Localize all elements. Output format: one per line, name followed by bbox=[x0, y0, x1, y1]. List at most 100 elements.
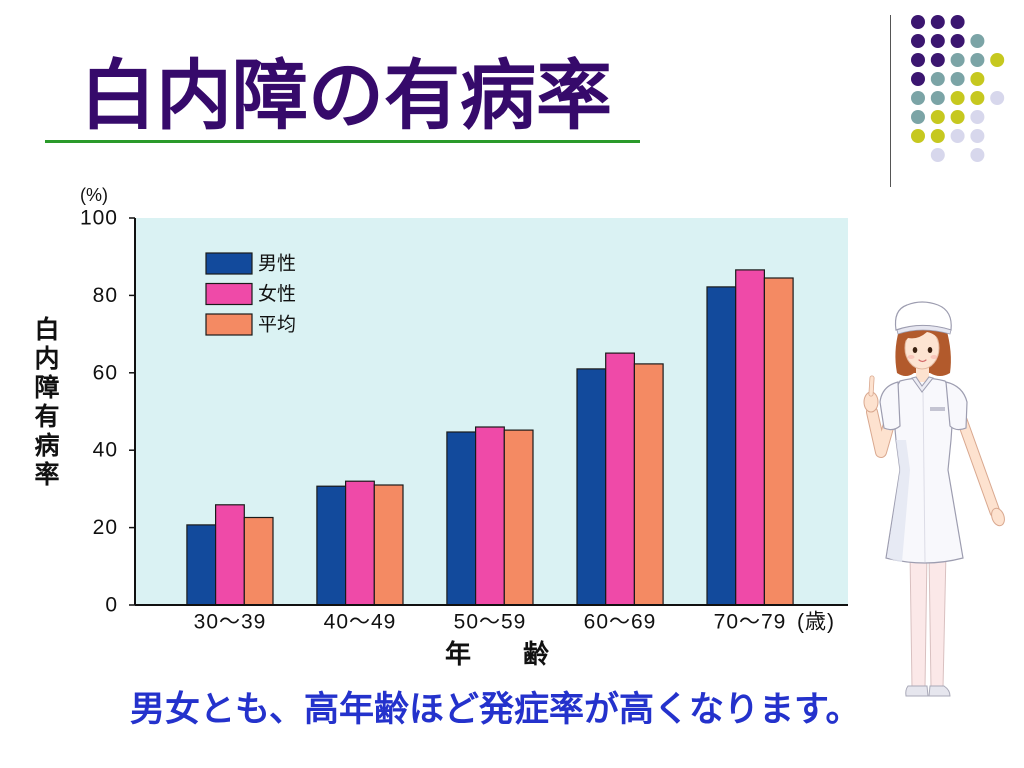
nurse-right-cheek bbox=[930, 355, 938, 359]
decorative-dot bbox=[990, 91, 1005, 105]
y-axis-unit: (%) bbox=[80, 185, 108, 205]
nurse-illustration bbox=[863, 301, 1005, 697]
decorative-dot bbox=[911, 72, 925, 86]
y-tick-label: 20 bbox=[93, 516, 118, 539]
decorative-dot bbox=[950, 110, 965, 124]
decorative-dot bbox=[970, 34, 985, 48]
y-tick-label: 80 bbox=[93, 284, 118, 307]
x-tick-label: 50～59 bbox=[454, 611, 527, 634]
nurse-left-eye bbox=[912, 347, 918, 353]
nurse-left-leg bbox=[909, 551, 928, 689]
decorative-dot bbox=[930, 34, 945, 48]
decorative-divider bbox=[890, 15, 891, 187]
decorative-dot bbox=[911, 15, 925, 29]
nurse-left-shoe bbox=[905, 685, 929, 697]
legend-label: 男性 bbox=[258, 253, 296, 275]
legend-label: 平均 bbox=[258, 314, 296, 336]
nurse-pointing-finger bbox=[869, 376, 874, 396]
decorative-dot bbox=[970, 129, 985, 143]
decorative-dot bbox=[930, 91, 945, 105]
bar-series2-cat1 bbox=[215, 504, 245, 606]
bar-series1-cat3 bbox=[446, 431, 477, 606]
legend-swatch bbox=[205, 252, 253, 275]
bar-series1-cat2 bbox=[316, 485, 347, 606]
decorative-dot bbox=[970, 53, 985, 67]
x-tick-label: 60～69 bbox=[584, 611, 657, 634]
slide-caption: 男女とも、高年齢ほど発症率が高くなります。 bbox=[130, 690, 861, 730]
nurse-mouth bbox=[918, 359, 927, 363]
nurse-lowered-arm bbox=[956, 414, 1005, 527]
nurse-right-sleeve bbox=[945, 381, 968, 431]
nurse-lowered-arm-skin bbox=[957, 415, 1000, 517]
decorative-dot bbox=[911, 91, 925, 105]
bar-series3-cat5 bbox=[763, 277, 794, 606]
y-axis-label: 白内障有病率 bbox=[31, 316, 60, 490]
x-tick-label: 40～49 bbox=[324, 611, 397, 634]
x-axis-label: 年 齢 bbox=[445, 640, 550, 670]
decorative-dot bbox=[970, 148, 985, 162]
nurse-legs bbox=[909, 551, 947, 689]
legend-label: 女性 bbox=[258, 283, 296, 305]
bar-series1-cat5 bbox=[706, 286, 737, 606]
nurse-raised-arm-skin bbox=[867, 407, 894, 457]
y-tick-label: 40 bbox=[93, 439, 118, 462]
x-tick-label: 30～39 bbox=[194, 611, 267, 634]
decorative-dot bbox=[930, 110, 945, 124]
bar-series2-cat4 bbox=[605, 352, 636, 606]
x-tick-label: 70～79 bbox=[714, 611, 787, 634]
y-tick-label: 60 bbox=[93, 361, 118, 384]
decorative-dot bbox=[950, 53, 965, 67]
decorative-dot bbox=[911, 34, 925, 48]
bar-series3-cat2 bbox=[373, 484, 404, 606]
legend-swatch bbox=[205, 313, 253, 336]
decorative-dot bbox=[970, 110, 985, 124]
legend-item: 平均 bbox=[205, 313, 296, 336]
decorative-dot bbox=[970, 72, 985, 86]
y-tick-label: 0 bbox=[105, 594, 118, 617]
legend-swatch bbox=[205, 282, 253, 306]
decorative-dot bbox=[950, 34, 965, 48]
nurse-right-leg bbox=[928, 551, 947, 689]
bar-series1-cat4 bbox=[576, 368, 607, 606]
nurse-shoes bbox=[905, 685, 951, 697]
bar-series3-cat1 bbox=[243, 516, 274, 606]
x-axis-unit: (歳) bbox=[797, 611, 835, 634]
legend-item: 男性 bbox=[205, 252, 296, 275]
decorative-dot bbox=[950, 129, 965, 143]
legend-item: 女性 bbox=[205, 282, 296, 306]
nurse-right-shoe bbox=[928, 685, 951, 697]
nurse-uniform-seam bbox=[922, 391, 926, 563]
decorative-dot bbox=[911, 129, 925, 143]
bar-series3-cat4 bbox=[633, 363, 664, 606]
slide-title: 白内障の有病率 bbox=[80, 51, 612, 140]
nurse-right-eye bbox=[927, 347, 933, 353]
decorative-dot bbox=[950, 15, 965, 29]
decorative-dot bbox=[950, 72, 965, 86]
decorative-dot bbox=[911, 110, 925, 124]
decorative-dot bbox=[930, 53, 945, 67]
nurse-uniform-shading bbox=[887, 440, 910, 562]
nurse-raised-arm bbox=[863, 375, 895, 458]
decorative-dot-grid bbox=[911, 15, 1005, 162]
bar-series1-cat1 bbox=[186, 524, 217, 606]
decorative-dot bbox=[950, 91, 965, 105]
decorative-dot bbox=[930, 72, 945, 86]
y-tick-label: 100 bbox=[80, 207, 118, 230]
bar-series2-cat2 bbox=[345, 480, 375, 606]
decorative-dot bbox=[930, 148, 945, 162]
nurse-left-sleeve bbox=[879, 381, 901, 431]
nurse-left-cheek bbox=[907, 355, 915, 359]
nurse-cap-band bbox=[896, 325, 952, 335]
bar-series2-cat3 bbox=[475, 426, 505, 606]
decorative-dot bbox=[930, 15, 945, 29]
bar-chart: 0 20 40 60 80 100 30～39 40～49 50～59 60～69 70～79 (歳)… bbox=[80, 207, 848, 634]
decorative-dot bbox=[990, 53, 1005, 67]
nurse-lowered-hand bbox=[991, 507, 1005, 527]
decorative-dot bbox=[911, 53, 925, 67]
title-underline bbox=[45, 140, 640, 143]
bar-series3-cat3 bbox=[503, 429, 534, 606]
bar-series2-cat5 bbox=[735, 269, 766, 606]
decorative-dot bbox=[970, 91, 985, 105]
decorative-dot bbox=[930, 129, 945, 143]
